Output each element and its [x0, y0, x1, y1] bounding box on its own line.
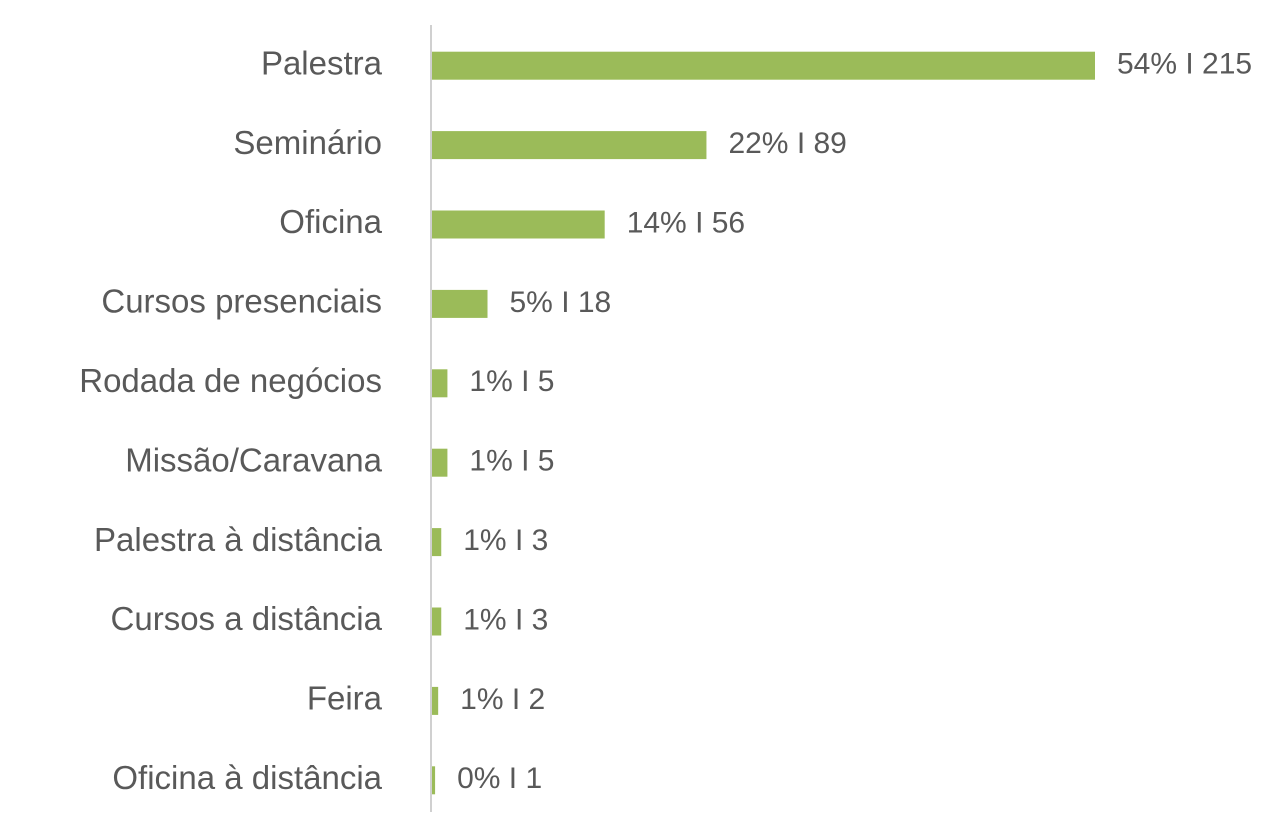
- data-label: 0% I 1: [457, 762, 542, 795]
- bar: [432, 448, 448, 477]
- y-tick-label: Cursos a distância: [111, 600, 383, 637]
- bar: [432, 51, 1095, 80]
- bar: [432, 131, 707, 160]
- bar: [432, 528, 442, 557]
- data-label: 1% I 3: [463, 603, 548, 636]
- y-tick-label: Oficina à distância: [112, 759, 382, 796]
- bar: [432, 210, 605, 239]
- data-label: 1% I 5: [469, 445, 554, 478]
- data-label: 54% I 215: [1117, 48, 1252, 81]
- data-label: 22% I 89: [728, 127, 846, 160]
- data-label: 1% I 2: [460, 683, 545, 716]
- bar: [432, 766, 436, 795]
- y-tick-label: Rodada de negócios: [79, 362, 382, 399]
- data-label: 14% I 56: [627, 206, 745, 239]
- data-label: 1% I 5: [469, 365, 554, 398]
- y-tick-label: Missão/Caravana: [125, 441, 382, 478]
- y-tick-label: Seminário: [233, 124, 382, 161]
- y-tick-label: Cursos presenciais: [101, 283, 382, 320]
- bar: [432, 686, 439, 715]
- bar: [432, 289, 488, 318]
- data-label: 5% I 18: [510, 286, 612, 319]
- y-tick-label: Oficina: [279, 203, 382, 240]
- data-label: 1% I 3: [463, 524, 548, 557]
- y-tick-label: Feira: [307, 680, 383, 717]
- y-tick-label: Palestra: [261, 44, 383, 81]
- bar: [432, 369, 448, 398]
- bar: [432, 607, 442, 636]
- y-tick-label: Palestra à distância: [94, 521, 383, 558]
